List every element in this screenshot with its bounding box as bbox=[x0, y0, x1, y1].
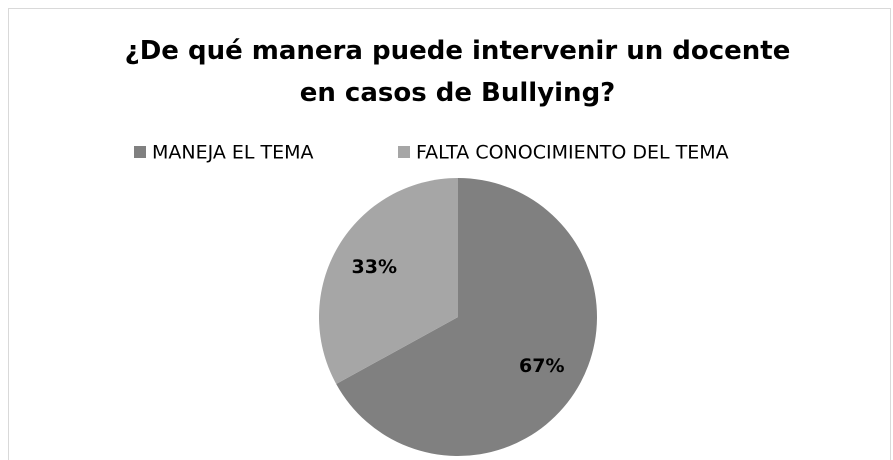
chart-frame bbox=[8, 8, 891, 460]
legend-label: MANEJA EL TEMA bbox=[152, 142, 314, 164]
legend-swatch bbox=[134, 146, 146, 158]
data-label: 33% bbox=[352, 256, 397, 278]
chart-title: ¿De qué manera puede intervenir un docen… bbox=[124, 36, 791, 108]
legend-label: FALTA CONOCIMIENTO DEL TEMA bbox=[416, 142, 729, 164]
legend-swatch bbox=[398, 146, 410, 158]
pie-slice bbox=[336, 178, 597, 456]
data-label: 67% bbox=[519, 355, 564, 377]
pie-slice bbox=[318, 178, 458, 384]
